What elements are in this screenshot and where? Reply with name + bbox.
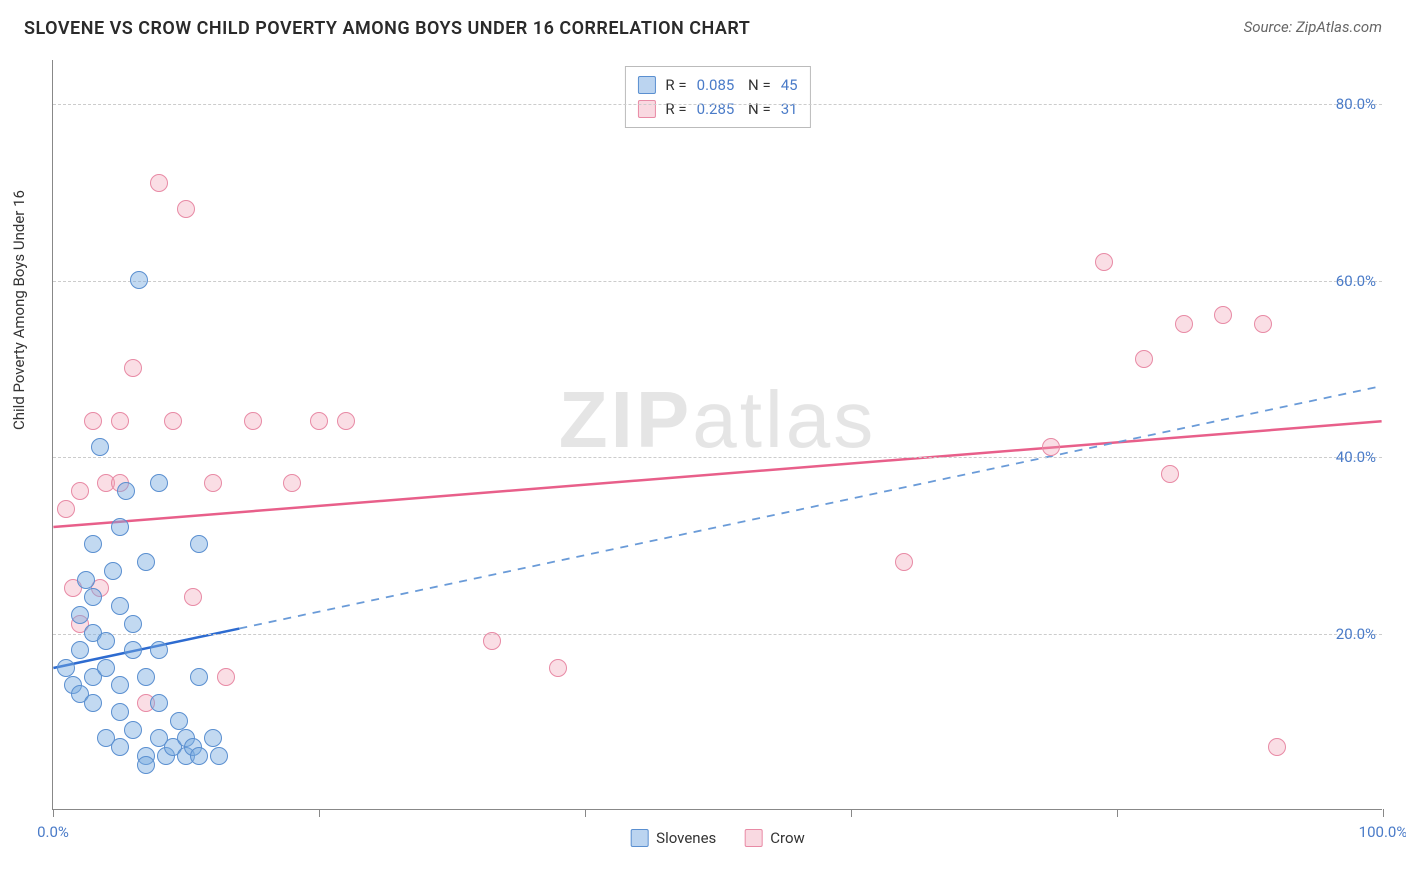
data-point: [283, 474, 301, 492]
r-value-slovenes: 0.085: [697, 73, 735, 97]
data-point: [124, 641, 142, 659]
data-point: [104, 562, 122, 580]
data-point: [164, 412, 182, 430]
chart-title: SLOVENE VS CROW CHILD POVERTY AMONG BOYS…: [24, 18, 750, 39]
data-point: [177, 200, 195, 218]
data-point: [71, 606, 89, 624]
r-value-crow: 0.285: [697, 97, 735, 121]
data-point: [184, 588, 202, 606]
data-point: [483, 632, 501, 650]
data-point: [97, 659, 115, 677]
trend-lines: [53, 60, 1382, 809]
data-point: [150, 694, 168, 712]
data-point: [84, 588, 102, 606]
x-tick-label: 0.0%: [37, 823, 69, 841]
data-point: [204, 474, 222, 492]
x-tick: [585, 809, 586, 817]
x-tick: [319, 809, 320, 817]
gridline: [53, 104, 1382, 105]
data-point: [137, 668, 155, 686]
data-point: [97, 632, 115, 650]
data-point: [1254, 315, 1272, 333]
watermark: ZIPatlas: [559, 374, 876, 466]
x-tick: [851, 809, 852, 817]
data-point: [57, 500, 75, 518]
swatch-blue-icon: [630, 829, 648, 847]
data-point: [71, 641, 89, 659]
data-point: [244, 412, 262, 430]
data-point: [124, 359, 142, 377]
data-point: [190, 535, 208, 553]
chart-container: Child Poverty Among Boys Under 16 ZIPatl…: [0, 50, 1406, 890]
gridline: [53, 457, 1382, 458]
data-point: [1175, 315, 1193, 333]
data-point: [1268, 738, 1286, 756]
data-point: [111, 676, 129, 694]
data-point: [310, 412, 328, 430]
legend-label-slovenes: Slovenes: [656, 829, 716, 847]
data-point: [1042, 438, 1060, 456]
plot-area: ZIPatlas R = 0.085 N = 45 R = 0.285 N = …: [52, 60, 1382, 810]
data-point: [337, 412, 355, 430]
series-legend: Slovenes Crow: [630, 829, 805, 847]
legend-label-crow: Crow: [770, 829, 805, 847]
data-point: [190, 668, 208, 686]
data-point: [77, 571, 95, 589]
data-point: [150, 474, 168, 492]
data-point: [130, 271, 148, 289]
gridline: [53, 634, 1382, 635]
data-point: [84, 535, 102, 553]
data-point: [210, 747, 228, 765]
data-point: [1161, 465, 1179, 483]
data-point: [1095, 253, 1113, 271]
legend-row-crow: R = 0.285 N = 31: [637, 97, 797, 121]
data-point: [111, 738, 129, 756]
data-point: [124, 615, 142, 633]
data-point: [204, 729, 222, 747]
data-point: [1214, 306, 1232, 324]
data-point: [170, 712, 188, 730]
data-point: [71, 482, 89, 500]
data-point: [84, 412, 102, 430]
x-tick: [1117, 809, 1118, 817]
x-tick: [53, 809, 54, 817]
data-point: [111, 597, 129, 615]
legend-row-slovenes: R = 0.085 N = 45: [637, 73, 797, 97]
data-point: [217, 668, 235, 686]
data-point: [549, 659, 567, 677]
y-tick-label: 40.0%: [1336, 448, 1376, 466]
data-point: [111, 412, 129, 430]
data-point: [150, 174, 168, 192]
data-point: [124, 721, 142, 739]
y-tick-label: 20.0%: [1336, 625, 1376, 643]
n-value-crow: 31: [781, 97, 798, 121]
data-point: [84, 694, 102, 712]
n-value-slovenes: 45: [781, 73, 798, 97]
data-point: [1135, 350, 1153, 368]
data-point: [190, 747, 208, 765]
data-point: [895, 553, 913, 571]
data-point: [137, 756, 155, 774]
x-tick: [1383, 809, 1384, 817]
y-tick-label: 60.0%: [1336, 272, 1376, 290]
data-point: [137, 553, 155, 571]
source-attribution: Source: ZipAtlas.com: [1244, 18, 1382, 36]
swatch-pink-icon: [744, 829, 762, 847]
correlation-legend: R = 0.085 N = 45 R = 0.285 N = 31: [624, 66, 810, 128]
data-point: [111, 703, 129, 721]
y-tick-label: 80.0%: [1336, 95, 1376, 113]
data-point: [150, 641, 168, 659]
x-tick-label: 100.0%: [1359, 823, 1406, 841]
data-point: [57, 659, 75, 677]
data-point: [111, 518, 129, 536]
swatch-pink-icon: [637, 100, 655, 118]
data-point: [91, 438, 109, 456]
y-axis-label: Child Poverty Among Boys Under 16: [10, 190, 28, 430]
legend-item-crow: Crow: [744, 829, 805, 847]
data-point: [117, 482, 135, 500]
gridline: [53, 281, 1382, 282]
legend-item-slovenes: Slovenes: [630, 829, 716, 847]
swatch-blue-icon: [637, 76, 655, 94]
